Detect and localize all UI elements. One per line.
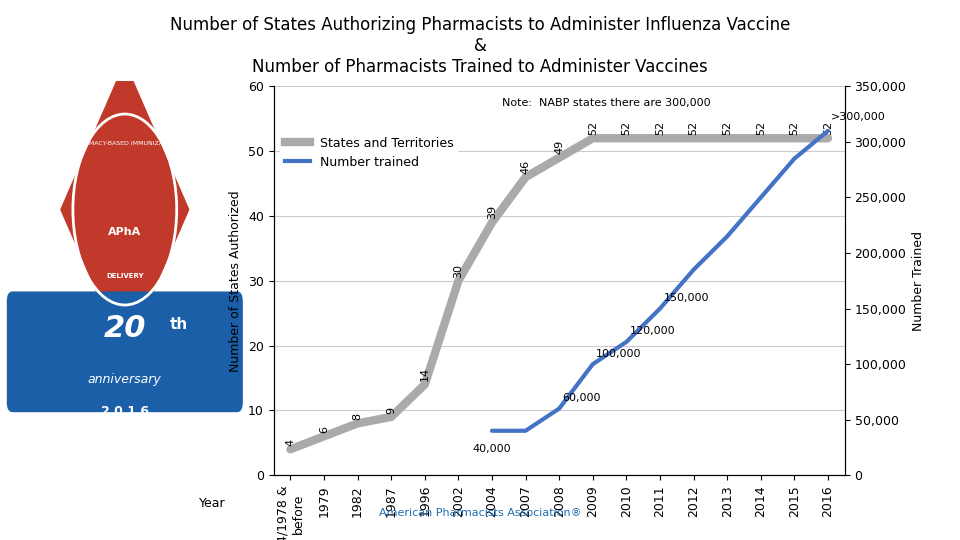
States and Territories <box>789 135 801 141</box>
Number trained <box>687 266 699 273</box>
Number trained <box>587 361 599 367</box>
Text: DELIVERY: DELIVERY <box>106 273 144 279</box>
States and Territories <box>419 381 430 388</box>
Text: 6: 6 <box>319 426 329 433</box>
Text: Number of States Authorizing Pharmacists to Administer Influenza Vaccine
&
Numbe: Number of States Authorizing Pharmacists… <box>170 16 790 76</box>
Text: 14: 14 <box>420 367 430 381</box>
States and Territories <box>620 135 632 141</box>
Text: 120,000: 120,000 <box>630 326 676 336</box>
Text: Year: Year <box>199 497 226 510</box>
Text: 60,000: 60,000 <box>563 393 601 403</box>
States and Territories <box>655 135 666 141</box>
Text: 4: 4 <box>285 439 296 446</box>
States and Territories <box>385 414 397 420</box>
Text: 40,000: 40,000 <box>472 444 512 454</box>
Number trained <box>722 233 733 240</box>
Y-axis label: Number Trained: Number Trained <box>912 231 924 331</box>
States and Territories <box>722 135 733 141</box>
States and Territories <box>351 420 363 427</box>
Text: 52: 52 <box>756 121 766 135</box>
Number trained <box>755 194 766 201</box>
Number trained <box>520 428 532 434</box>
Legend: States and Territories, Number trained: States and Territories, Number trained <box>280 132 459 174</box>
States and Territories <box>822 135 833 141</box>
Number trained <box>486 428 497 434</box>
Text: 49: 49 <box>554 140 564 154</box>
Number trained <box>620 339 632 345</box>
Line: Number trained: Number trained <box>492 131 828 431</box>
States and Territories <box>284 446 296 453</box>
Text: 52: 52 <box>823 121 833 135</box>
Y-axis label: Number of States Authorized: Number of States Authorized <box>229 190 242 372</box>
States and Territories <box>520 174 532 180</box>
Text: 150,000: 150,000 <box>663 293 708 303</box>
States and Territories <box>553 154 564 161</box>
Line: States and Territories: States and Territories <box>290 138 828 449</box>
States and Territories <box>486 219 497 226</box>
Number trained <box>553 406 564 412</box>
Text: Updated  December 2016: Updated December 2016 <box>66 499 183 508</box>
Text: American Pharmacists Association®: American Pharmacists Association® <box>378 508 582 518</box>
Text: APhA: APhA <box>108 227 141 238</box>
States and Territories <box>319 433 330 440</box>
Text: 30: 30 <box>453 264 464 278</box>
Text: >300,000: >300,000 <box>831 112 886 122</box>
Text: anniversary: anniversary <box>88 373 161 386</box>
Text: 52: 52 <box>722 121 732 135</box>
Text: Note:  NABP states there are 300,000: Note: NABP states there are 300,000 <box>502 98 710 108</box>
Polygon shape <box>60 63 189 356</box>
States and Territories <box>453 278 465 284</box>
Number trained <box>655 305 666 312</box>
Text: 52: 52 <box>789 121 800 135</box>
Text: 52: 52 <box>621 121 632 135</box>
Text: 9: 9 <box>386 407 396 414</box>
Text: 2 0 1 6: 2 0 1 6 <box>101 405 149 418</box>
Text: 39: 39 <box>487 205 497 219</box>
States and Territories <box>587 135 599 141</box>
Text: 20: 20 <box>104 314 146 343</box>
Number trained <box>789 156 801 162</box>
FancyBboxPatch shape <box>8 292 242 411</box>
Text: PHARMACY-BASED IMMUNIZATION: PHARMACY-BASED IMMUNIZATION <box>72 141 178 146</box>
States and Territories <box>687 135 699 141</box>
Text: 52: 52 <box>688 121 699 135</box>
Text: 100,000: 100,000 <box>596 348 641 359</box>
Number trained <box>822 127 833 134</box>
Text: 8: 8 <box>352 413 363 420</box>
Text: th: th <box>170 317 188 332</box>
States and Territories <box>755 135 766 141</box>
Text: 46: 46 <box>520 160 531 174</box>
Text: 52: 52 <box>655 121 665 135</box>
Text: 52: 52 <box>588 121 598 135</box>
